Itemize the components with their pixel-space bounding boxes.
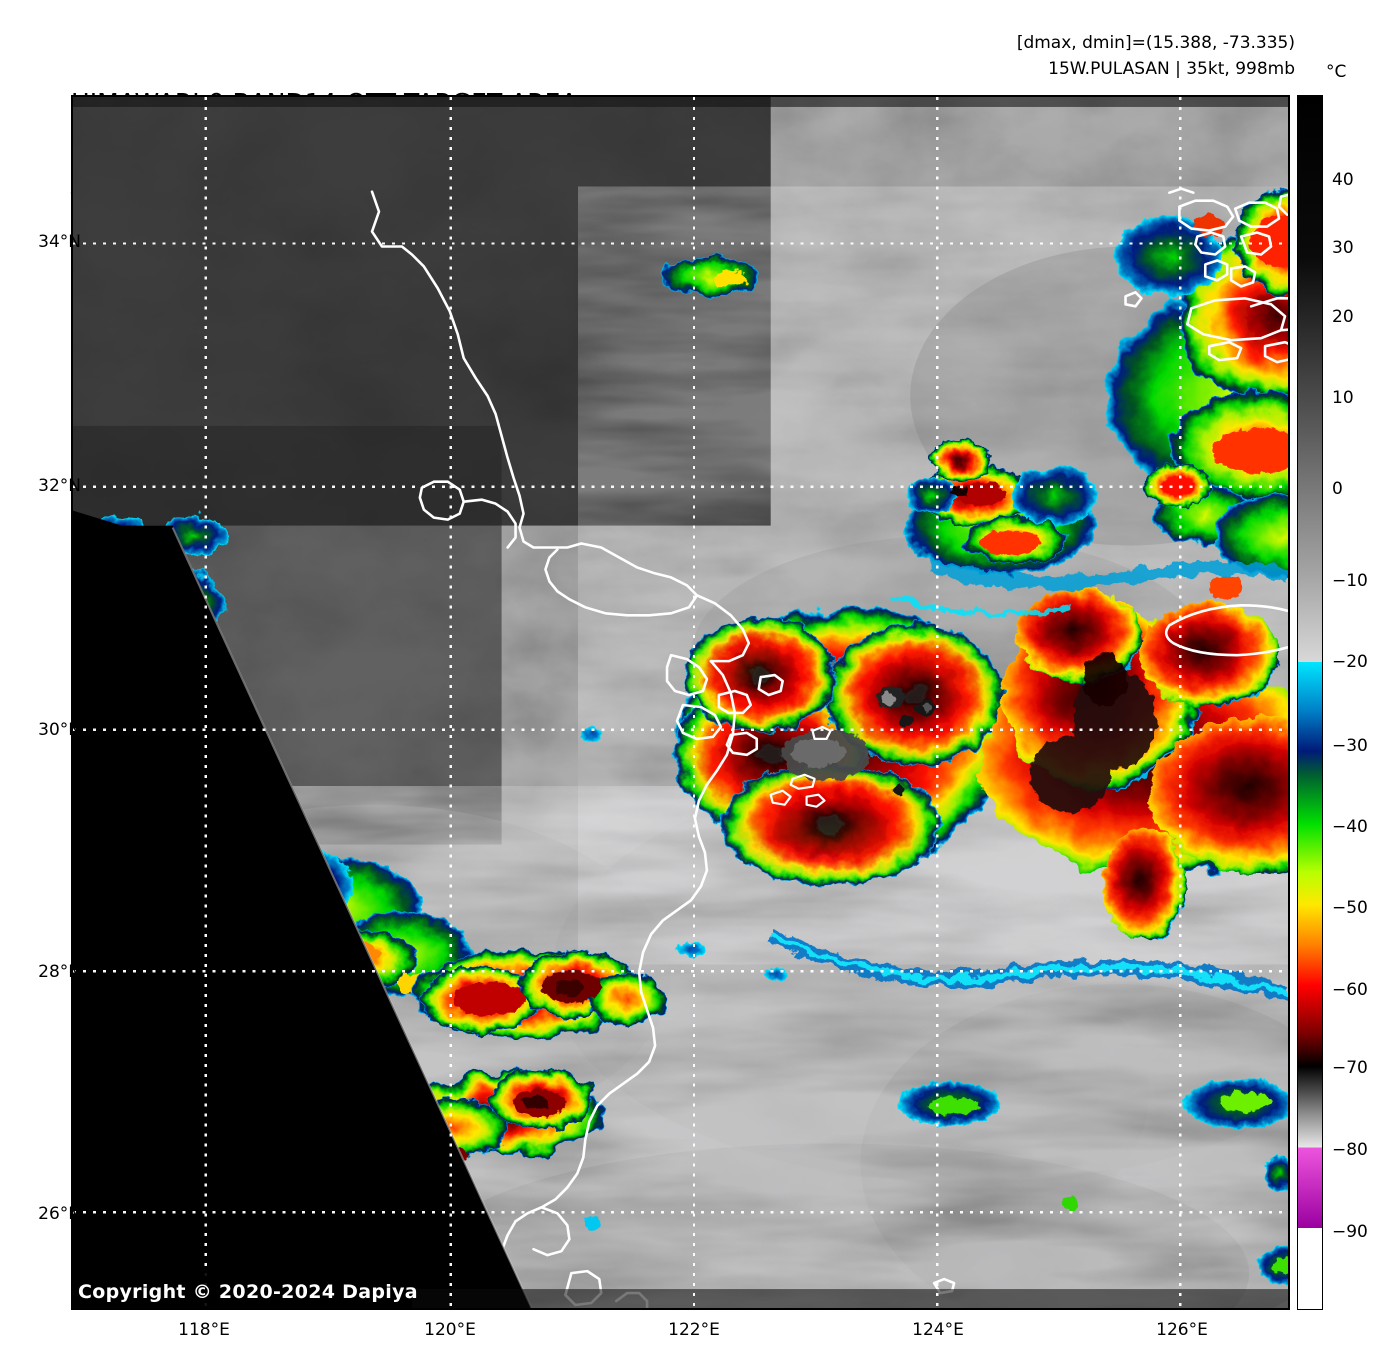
colorbar-tick-m70: −70 (1332, 1058, 1368, 1078)
copyright-label: Copyright © 2020-2024 Dapiya (78, 1281, 418, 1303)
temperature-colorbar[interactable] (1297, 95, 1323, 1310)
xtick-label-126e: 126°E (1156, 1320, 1208, 1340)
colorbar-tick-m20: −20 (1332, 652, 1368, 672)
colorbar-tick-0: 0 (1332, 479, 1343, 499)
ytick-label-32n: 32°N (38, 476, 81, 496)
colorbar-tick-30: 30 (1332, 238, 1354, 258)
colorbar-gradient (1298, 96, 1322, 1309)
ytick-label-28n: 28°N (38, 962, 81, 982)
dmax-dmin-label: [dmax, dmin]=(15.388, -73.335) (1016, 33, 1295, 53)
colorbar-tick-m10: −10 (1332, 571, 1368, 591)
xtick-label-120e: 120°E (424, 1320, 476, 1340)
colorbar-tick-m30: −30 (1332, 736, 1368, 756)
colorbar-tick-20: 20 (1332, 307, 1354, 327)
ytick-label-30n: 30°N (38, 720, 81, 740)
xtick-label-124e: 124°E (912, 1320, 964, 1340)
storm-info-label: 15W.PULASAN | 35kt, 998mb (1048, 59, 1295, 79)
ytick-label-26n: 26°N (38, 1204, 81, 1224)
metadata-block: [dmax, dmin]=(15.388, -73.335) 15W.PULAS… (1017, 30, 1295, 82)
colorbar-tick-10: 10 (1332, 388, 1354, 408)
colorbar-tick-m40: −40 (1332, 817, 1368, 837)
colorbar-tick-m90: −90 (1332, 1222, 1368, 1242)
colorbar-unit-label: °C (1326, 62, 1347, 82)
colorbar-tick-40: 40 (1332, 170, 1354, 190)
satellite-image-plot[interactable] (71, 95, 1290, 1310)
colorbar-tick-m50: −50 (1332, 898, 1368, 918)
ytick-label-34n: 34°N (38, 232, 81, 252)
xtick-label-118e: 118°E (178, 1320, 230, 1340)
colorbar-tick-m80: −80 (1332, 1140, 1368, 1160)
satellite-imagery-svg (73, 97, 1288, 1308)
xtick-label-122e: 122°E (668, 1320, 720, 1340)
colorbar-tick-m60: −60 (1332, 980, 1368, 1000)
